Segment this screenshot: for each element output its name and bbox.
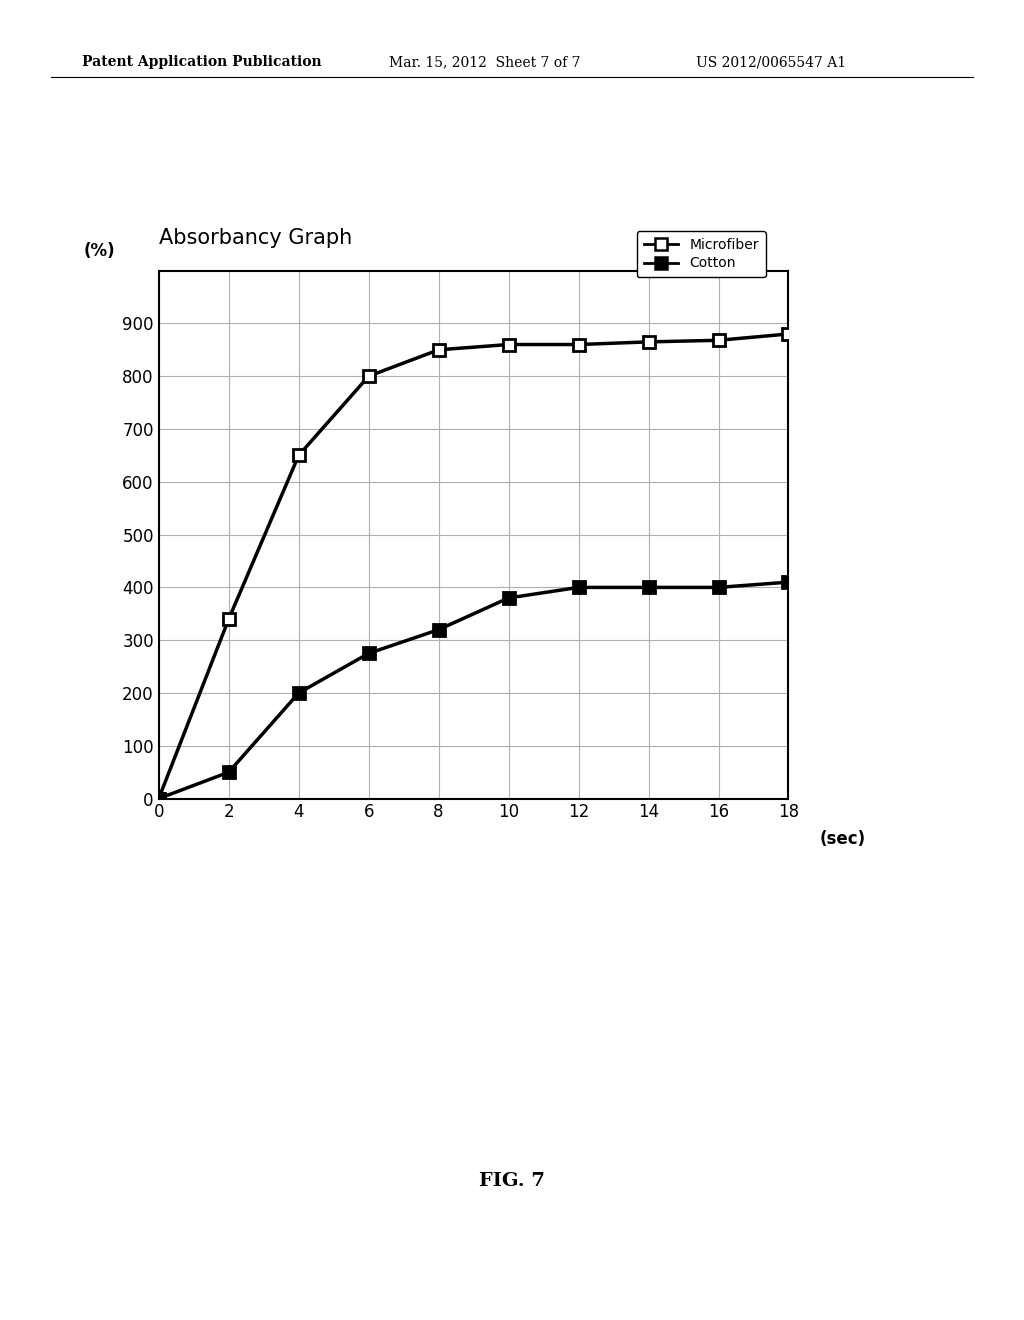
Text: (%): (%): [83, 242, 115, 260]
Text: Absorbancy Graph: Absorbancy Graph: [159, 228, 352, 248]
Text: Patent Application Publication: Patent Application Publication: [82, 55, 322, 70]
Legend: Microfiber, Cotton: Microfiber, Cotton: [637, 231, 766, 277]
Text: (sec): (sec): [820, 830, 866, 849]
Text: US 2012/0065547 A1: US 2012/0065547 A1: [696, 55, 847, 70]
Text: Mar. 15, 2012  Sheet 7 of 7: Mar. 15, 2012 Sheet 7 of 7: [389, 55, 581, 70]
Text: FIG. 7: FIG. 7: [479, 1172, 545, 1191]
